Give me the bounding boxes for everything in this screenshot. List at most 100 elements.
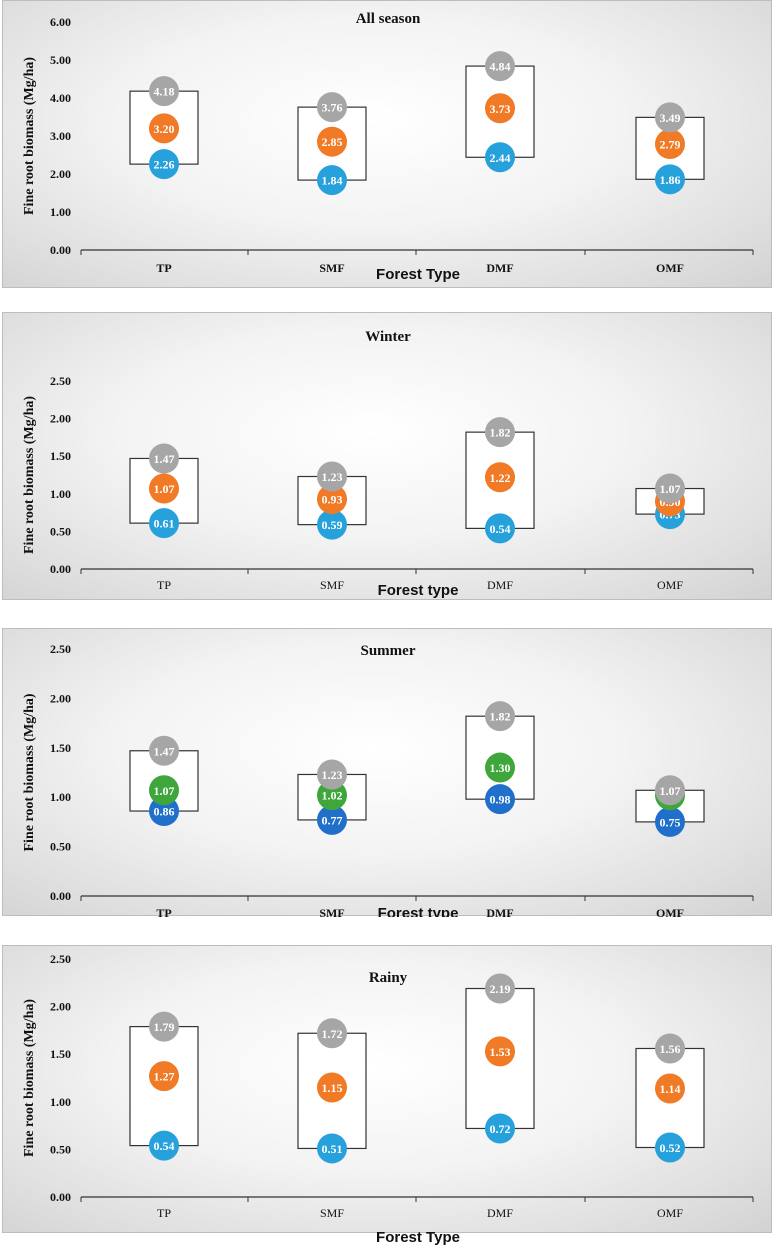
data-point-max bbox=[317, 1018, 347, 1049]
x-tick-label: TP bbox=[157, 1206, 171, 1220]
data-label-max: 2.19 bbox=[490, 982, 511, 996]
y-tick-label: 6.00 bbox=[50, 15, 71, 29]
data-point-mean bbox=[485, 93, 515, 124]
chart-title: Summer bbox=[361, 643, 416, 659]
y-tick-label: 5.00 bbox=[50, 53, 71, 67]
data-point-min bbox=[655, 806, 685, 837]
chart-panel-rainy: Rainy Fine root biomass (Mg/ha) 0.00 0.50 1.… bbox=[2, 945, 772, 1246]
data-point-max bbox=[485, 51, 515, 82]
y-tick-label: 2.00 bbox=[50, 691, 71, 705]
x-tick-label: OMF bbox=[656, 261, 684, 275]
data-label-max: 3.76 bbox=[322, 101, 343, 115]
data-label-max: 1.23 bbox=[322, 768, 343, 782]
y-tick-label: 1.50 bbox=[50, 449, 71, 463]
x-tick-label: OMF bbox=[657, 578, 683, 592]
data-point-mean bbox=[149, 775, 179, 806]
x-tick-label: SMF bbox=[319, 261, 344, 275]
data-point-mean bbox=[485, 1036, 515, 1067]
data-label-max: 1.07 bbox=[660, 784, 681, 798]
x-tick-label: DMF bbox=[487, 578, 513, 592]
y-tick-label: 2.50 bbox=[50, 374, 71, 388]
data-label-mean: 1.15 bbox=[322, 1081, 343, 1095]
y-axis-label: Fine root biomass (Mg/ha) bbox=[22, 57, 37, 215]
data-label-min: 0.86 bbox=[154, 805, 175, 819]
data-label-mean: 2.79 bbox=[660, 137, 681, 151]
data-point-max bbox=[655, 1033, 685, 1064]
data-point-min bbox=[149, 508, 179, 539]
data-point-mean bbox=[317, 1072, 347, 1103]
x-tick-label: DMF bbox=[486, 261, 513, 275]
data-point-mean bbox=[655, 128, 685, 159]
y-tick-label: 2.50 bbox=[50, 642, 71, 656]
y-axis-label: Fine root biomass (Mg/ha) bbox=[22, 693, 37, 851]
data-label-max: 1.07 bbox=[660, 482, 681, 496]
data-point-max bbox=[149, 735, 179, 766]
data-label-min: 0.77 bbox=[322, 813, 343, 827]
data-point-min bbox=[485, 513, 515, 544]
data-point-mean bbox=[485, 752, 515, 783]
chart-panel-winter: Winter Fine root biomass (Mg/ha) 0.00 0.50 1… bbox=[2, 312, 772, 600]
y-tick-label: 0.00 bbox=[50, 243, 71, 257]
y-tick-label: 4.00 bbox=[50, 91, 71, 105]
y-tick-label: 2.00 bbox=[50, 412, 71, 426]
data-point-max bbox=[149, 443, 179, 474]
data-label-mean: 1.53 bbox=[490, 1045, 511, 1059]
y-tick-label: 1.50 bbox=[50, 741, 71, 755]
data-label-mean: 2.85 bbox=[322, 135, 343, 149]
y-tick-label: 0.00 bbox=[50, 562, 71, 576]
y-tick-label: 1.00 bbox=[50, 790, 71, 804]
chart-svg-all-season: All season Fine root biomass (Mg/ha) 0.00 1… bbox=[22, 11, 754, 283]
y-tick-label: 0.50 bbox=[50, 840, 71, 854]
data-label-mean: 3.73 bbox=[490, 102, 511, 116]
data-point-max bbox=[655, 102, 685, 133]
data-point-mean bbox=[317, 484, 347, 515]
data-label-min: 0.59 bbox=[322, 518, 343, 532]
data-label-mean: 1.27 bbox=[154, 1070, 175, 1084]
data-label-min: 1.84 bbox=[322, 174, 343, 188]
data-point-max bbox=[655, 473, 685, 504]
data-label-max: 3.49 bbox=[660, 111, 681, 125]
data-label-max: 1.82 bbox=[490, 710, 511, 724]
data-point-max bbox=[149, 76, 179, 107]
data-point-max bbox=[655, 775, 685, 806]
x-axis-label: Forest type bbox=[378, 905, 459, 917]
data-label-min: 0.61 bbox=[154, 517, 175, 531]
data-label-max: 1.56 bbox=[660, 1042, 681, 1056]
data-point-mean bbox=[149, 473, 179, 504]
y-tick-label: 0.50 bbox=[50, 524, 71, 538]
data-label-max: 1.79 bbox=[154, 1020, 175, 1034]
data-point-mean bbox=[149, 113, 179, 144]
x-axis-label: Forest type bbox=[378, 582, 459, 599]
data-point-mean bbox=[317, 780, 347, 811]
x-tick-label: DMF bbox=[486, 906, 513, 917]
chart-title: Rainy bbox=[369, 970, 408, 986]
data-point-mean bbox=[655, 1073, 685, 1104]
data-point-max bbox=[317, 759, 347, 790]
x-tick-label: OMF bbox=[656, 906, 684, 917]
y-tick-label: 1.00 bbox=[50, 205, 71, 219]
data-point-min bbox=[317, 165, 347, 196]
y-tick-label: 2.00 bbox=[50, 167, 71, 181]
data-label-max: 1.72 bbox=[322, 1027, 343, 1041]
data-label-min: 1.86 bbox=[660, 173, 681, 187]
data-label-min: 0.52 bbox=[660, 1141, 681, 1155]
data-label-mean: 0.93 bbox=[322, 493, 343, 507]
y-axis-label: Fine root biomass (Mg/ha) bbox=[22, 396, 37, 554]
x-tick-label: SMF bbox=[320, 1206, 344, 1220]
data-label-min: 2.26 bbox=[154, 158, 175, 172]
data-label-max: 1.47 bbox=[154, 744, 175, 758]
data-label-min: 0.75 bbox=[660, 815, 681, 829]
x-tick-label: DMF bbox=[487, 1206, 513, 1220]
x-tick-label: TP bbox=[156, 261, 171, 275]
data-point-min bbox=[317, 1133, 347, 1164]
y-tick-label: 2.00 bbox=[50, 1000, 71, 1014]
data-point-min bbox=[149, 796, 179, 827]
x-axis-label: Forest Type bbox=[376, 266, 460, 283]
data-label-mean: 1.30 bbox=[490, 761, 511, 775]
data-label-max: 1.82 bbox=[490, 426, 511, 440]
data-point-min bbox=[317, 804, 347, 835]
y-tick-label: 1.00 bbox=[50, 1095, 71, 1109]
data-point-mean bbox=[149, 1061, 179, 1092]
x-tick-label: TP bbox=[156, 906, 171, 917]
data-label-mean: 1.14 bbox=[660, 1082, 681, 1096]
